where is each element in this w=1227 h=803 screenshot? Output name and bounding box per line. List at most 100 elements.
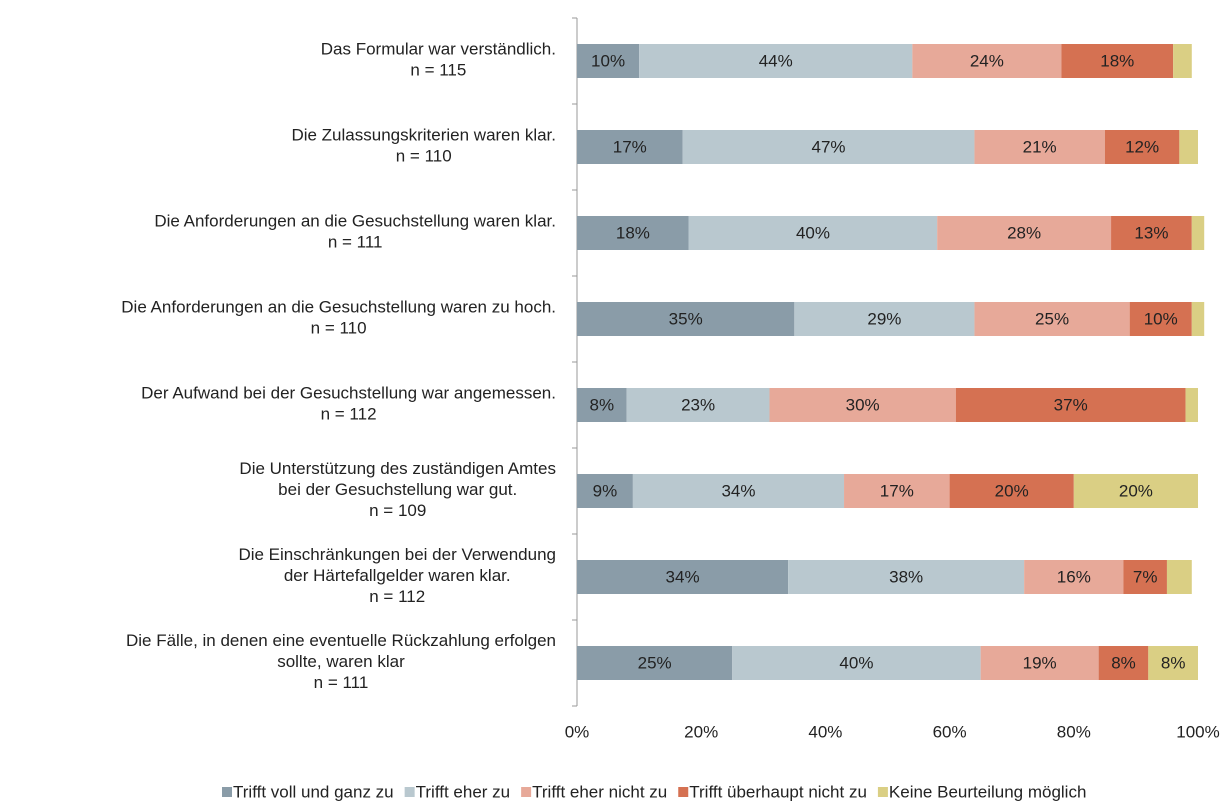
value-label: 25%: [1035, 309, 1069, 328]
category-label-line: n = 111: [314, 673, 369, 692]
value-label: 35%: [669, 309, 703, 328]
x-tick-label: 20%: [684, 722, 718, 741]
category-label-line: n = 109: [369, 501, 426, 520]
category-label: Die Fälle, in denen eine eventuelle Rück…: [126, 631, 556, 692]
bar-segment: [1185, 388, 1198, 422]
value-label: 47%: [811, 137, 845, 156]
category-label-line: Die Unterstützung des zuständigen Amtes: [239, 459, 556, 478]
category-label-line: der Härtefallgelder waren klar.: [284, 566, 511, 585]
x-tick-label: 40%: [808, 722, 842, 741]
value-label: 10%: [591, 51, 625, 70]
value-label: 16%: [1057, 567, 1091, 586]
value-label: 40%: [839, 653, 873, 672]
bar-segment: [577, 388, 627, 422]
category-label-line: n = 112: [369, 587, 425, 606]
bar-segment: [974, 302, 1130, 336]
value-label: 21%: [1023, 137, 1057, 156]
category-label: Die Zulassungskriterien waren klar. n = 1…: [291, 126, 556, 166]
legend-label: Trifft eher nicht zu: [532, 782, 667, 801]
value-label: 37%: [1054, 395, 1088, 414]
category-label: Die Anforderungen an die Gesuchstellung …: [154, 212, 556, 252]
bar-segment: [577, 560, 789, 594]
bar-segment: [949, 474, 1074, 508]
value-label: 17%: [880, 481, 914, 500]
bar-segment: [844, 474, 950, 508]
x-tick-label: 80%: [1057, 722, 1091, 741]
bar-segment: [1173, 44, 1192, 78]
bar-segment: [1073, 474, 1198, 508]
legend-swatch: [521, 787, 532, 797]
bar-segment: [1123, 560, 1167, 594]
bar-segment: [955, 388, 1186, 422]
value-label: 34%: [666, 567, 700, 586]
value-label: 29%: [867, 309, 901, 328]
bar-segment: [732, 646, 981, 680]
value-label: 19%: [1023, 653, 1057, 672]
category-label-line: Die Anforderungen an die Gesuchstellung …: [154, 212, 556, 231]
bar-segment: [1111, 216, 1192, 250]
category-label-line: Die Zulassungskriterien waren klar.: [291, 126, 556, 145]
value-label: 34%: [721, 481, 755, 500]
value-label: 24%: [970, 51, 1004, 70]
bar-segment: [682, 130, 975, 164]
bar-segment: [912, 44, 1062, 78]
bar-segment: [577, 44, 640, 78]
category-label-line: n = 115: [410, 61, 466, 80]
value-label: 30%: [846, 395, 880, 414]
value-label: 9%: [593, 481, 618, 500]
bar-segment: [1191, 302, 1205, 336]
bar-segment: [577, 646, 733, 680]
value-label: 18%: [1100, 51, 1134, 70]
bar-segment: [626, 388, 770, 422]
value-label: 10%: [1144, 309, 1178, 328]
bar-segment: [1129, 302, 1192, 336]
bar-segment: [974, 130, 1105, 164]
bar-segment: [980, 646, 1099, 680]
value-label: 28%: [1007, 223, 1041, 242]
x-tick-label: 0%: [565, 722, 590, 741]
category-label-line: Die Einschränkungen bei der Verwendung: [238, 545, 556, 564]
x-tick-label: 100%: [1176, 722, 1219, 741]
category-label-line: Die Anforderungen an die Gesuchstellung …: [121, 298, 556, 317]
category-label-line: Das Formular war verständlich.: [321, 40, 556, 59]
value-label: 23%: [681, 395, 715, 414]
value-label: 20%: [1119, 481, 1153, 500]
bar-segment: [1179, 130, 1198, 164]
category-label-line: n = 111: [328, 233, 383, 252]
legend-label: Keine Beurteilung möglich: [889, 782, 1087, 801]
value-label: 25%: [638, 653, 672, 672]
value-label: 20%: [995, 481, 1029, 500]
legend-swatch: [678, 787, 689, 797]
bar-segment: [577, 130, 683, 164]
bar-segment: [632, 474, 845, 508]
value-label: 18%: [616, 223, 650, 242]
bar-segment: [639, 44, 913, 78]
value-label: 17%: [613, 137, 647, 156]
legend-swatch: [404, 787, 415, 797]
category-label-line: n = 110: [396, 147, 452, 166]
bar-segment: [688, 216, 938, 250]
category-label-line: Der Aufwand bei der Gesuchstellung war a…: [141, 384, 556, 403]
legend-swatch: [222, 787, 232, 797]
value-label: 8%: [590, 395, 615, 414]
value-label: 8%: [1161, 653, 1186, 672]
bar-segment: [1061, 44, 1174, 78]
bar-segment: [1191, 216, 1205, 250]
value-label: 12%: [1125, 137, 1159, 156]
legend-label: Trifft überhaupt nicht zu: [689, 782, 867, 801]
bar-segment: [937, 216, 1112, 250]
value-label: 38%: [889, 567, 923, 586]
bar-segment: [577, 474, 633, 508]
bar-segment: [1148, 646, 1198, 680]
category-label: Die Unterstützung des zuständigen Amtes b…: [239, 459, 556, 520]
category-label-line: sollte, waren klar: [277, 652, 405, 671]
value-label: 8%: [1111, 653, 1136, 672]
legend-label: Trifft voll und ganz zu: [233, 782, 394, 801]
value-label: 44%: [759, 51, 793, 70]
category-label: Das Formular war verständlich. n = 115: [321, 40, 556, 80]
bar-segment: [577, 216, 689, 250]
category-label: Der Aufwand bei der Gesuchstellung war a…: [141, 384, 556, 424]
category-label-line: n = 112: [321, 405, 377, 424]
bar-segment: [788, 560, 1025, 594]
